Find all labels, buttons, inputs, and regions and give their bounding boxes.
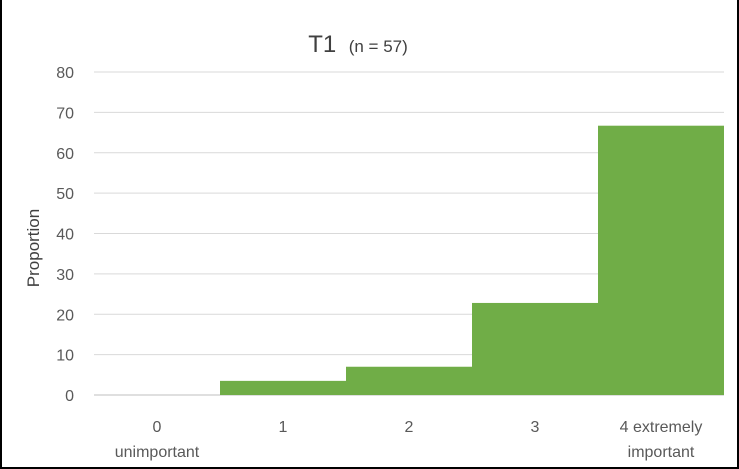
chart-subtitle: (n = 57) [349,37,408,56]
y-tick-label: 20 [56,307,74,324]
bar [220,380,346,395]
gridlines [94,71,724,396]
x-tick-labels: 0 unimportant 1 2 3 4 extremely important [115,419,703,461]
x-tick-label: 4 extremely [620,419,703,436]
x-tick-label: unimportant [115,444,200,461]
y-tick-label: 30 [56,267,74,284]
y-tick-label: 60 [56,146,74,163]
y-tick-label: 0 [65,388,74,405]
chart-title: T1 (n = 57) [308,31,408,58]
y-tick-label: 70 [56,105,74,122]
x-tick-label: 3 [531,419,540,436]
x-tick-label: 1 [279,419,288,436]
y-tick-label: 50 [56,186,74,203]
y-tick-label: 10 [56,348,74,365]
y-tick-label: 40 [56,227,74,244]
bar [346,366,472,395]
x-tick-label: 2 [405,419,414,436]
chart-title-main: T1 [308,31,336,58]
bar [472,302,598,395]
x-tick-label: 0 [153,419,162,436]
x-tick-label: important [628,444,695,461]
y-tick-label: 80 [56,65,74,82]
y-tick-labels: 0 10 20 30 40 50 60 70 80 [56,65,74,405]
y-axis-label: Proportion [24,209,43,287]
bar [598,125,724,395]
bars [220,125,724,395]
